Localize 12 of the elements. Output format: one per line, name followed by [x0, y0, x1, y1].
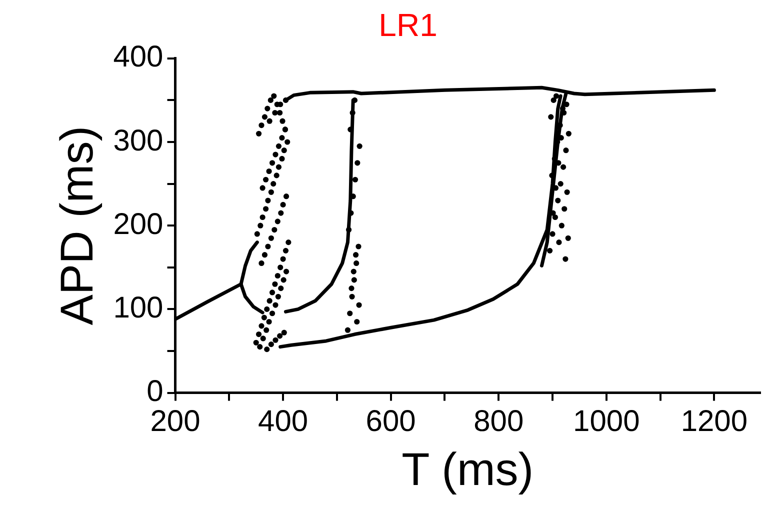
chart-title: LR1	[378, 7, 438, 44]
x-tick-label: 800	[474, 405, 524, 438]
x-axis-title: T (ms)	[402, 443, 534, 496]
x-tick-label: 1000	[573, 405, 640, 438]
y-tick-label: 200	[113, 208, 164, 241]
y-tick-label: 100	[113, 291, 164, 324]
x-tick-label: 600	[366, 405, 416, 438]
y-tick-label: 400	[113, 40, 164, 74]
y-tick-label: 300	[113, 124, 164, 158]
x-tick-label: 400	[258, 405, 308, 438]
y-axis-title: APD (ms)	[50, 126, 102, 326]
x-tick-label: 1200	[680, 405, 748, 438]
